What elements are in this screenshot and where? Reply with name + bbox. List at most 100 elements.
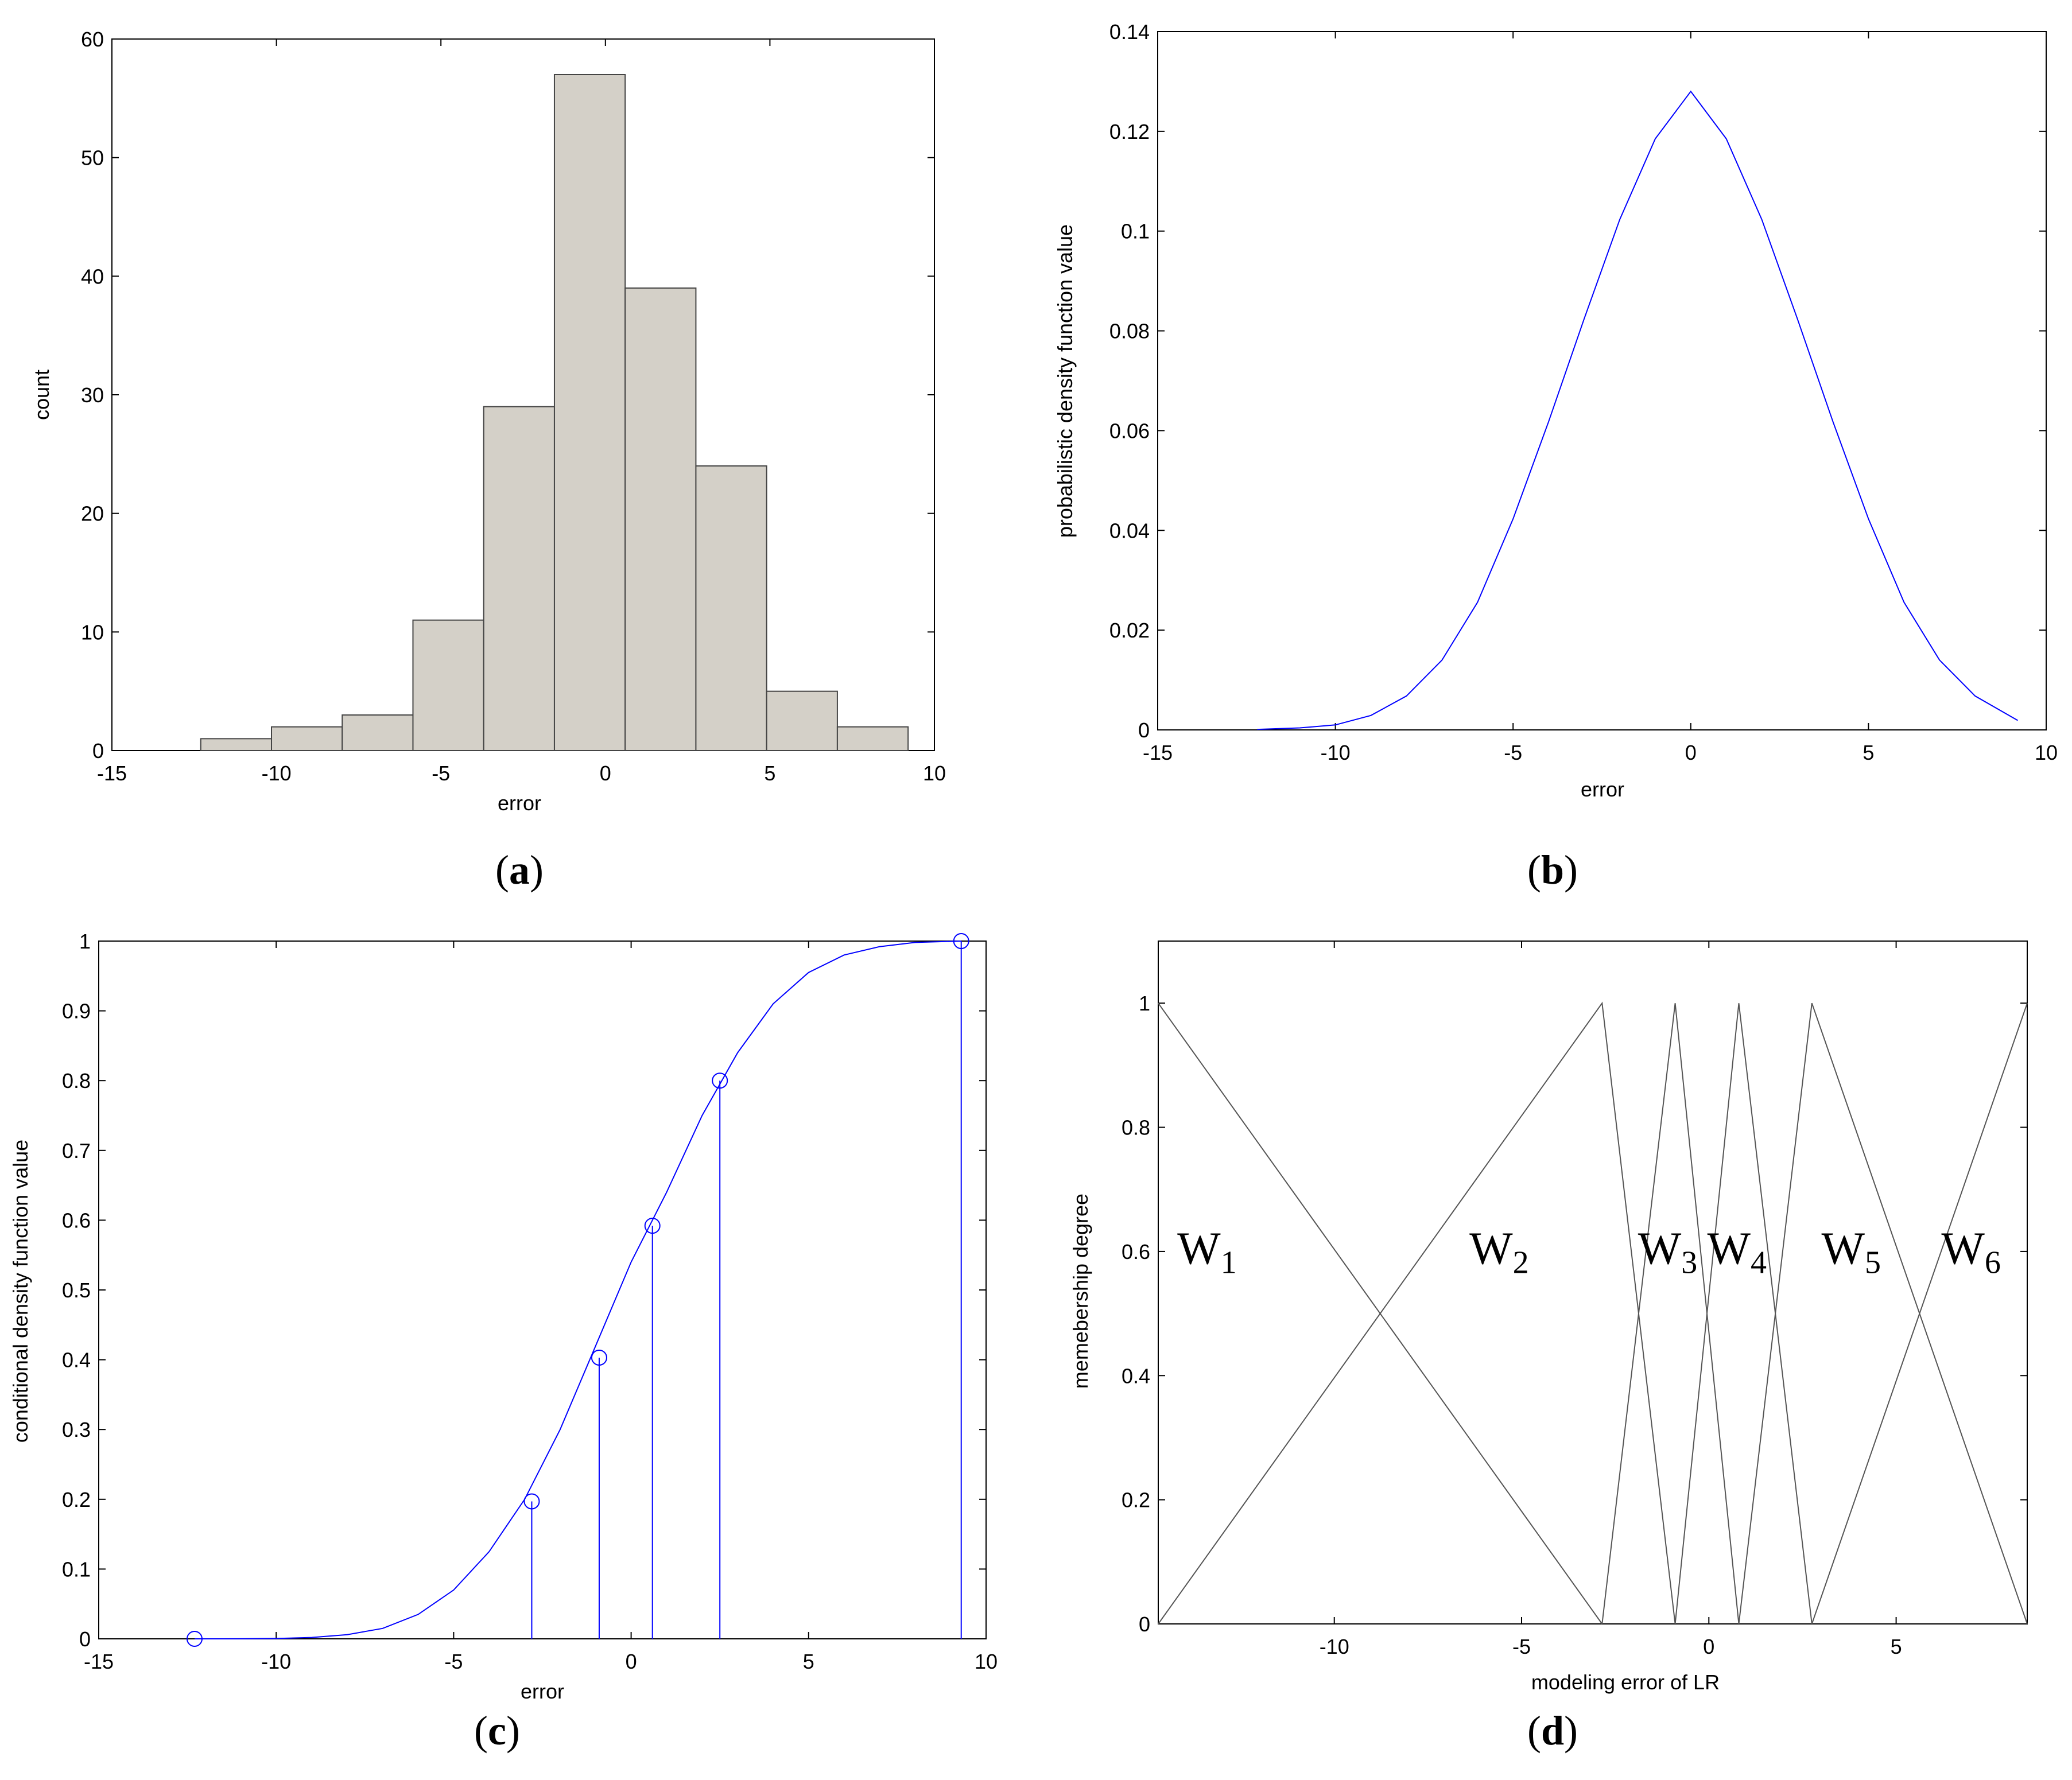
fuzzy-set-label-sub: 3 (1681, 1245, 1697, 1281)
panel-caption: (c) (474, 1708, 520, 1754)
y-tick-label: 0.6 (1122, 1240, 1150, 1264)
x-tick-label: -5 (444, 1650, 463, 1673)
x-tick-label: -10 (261, 1650, 291, 1673)
x-tick-label: 0 (600, 761, 611, 785)
x-tick-label: -15 (84, 1650, 114, 1673)
caption-close: ) (1564, 847, 1578, 893)
panel-c-cumulative: -15 -10 -5 0 5 10 0 0.1 0.2 0.3 0.4 0.5 0.6 0.7 0.8 0.9… (9, 930, 998, 1754)
membership-function (1158, 1001, 1676, 1624)
y-tick-label: 0.8 (62, 1069, 91, 1093)
caption-letter: c (488, 1708, 506, 1754)
fuzzy-set-label: W3 (1638, 1224, 1698, 1281)
plot-frame (1157, 31, 2047, 730)
x-axis-label: error (498, 791, 541, 815)
histogram-bar (695, 465, 767, 751)
fuzzy-set-label: W2 (1469, 1224, 1529, 1281)
y-tick-label: 0.14 (1109, 20, 1150, 44)
y-tick-label: 0.1 (1121, 220, 1150, 243)
x-tick-label: 5 (1891, 1635, 1902, 1658)
plot-frame (98, 940, 987, 1639)
x-tick-label: 0 (626, 1650, 637, 1673)
caption-letter: d (1541, 1708, 1564, 1754)
x-axis-label: modeling error of LR (1531, 1670, 1720, 1694)
fuzzy-set-label: W1 (1177, 1224, 1237, 1281)
membership-function (1674, 1003, 1813, 1624)
x-axis-label: error (1581, 778, 1624, 801)
y-tick-label: 0 (1138, 718, 1150, 742)
membership-function (1811, 1002, 2028, 1624)
fuzzy-set-label-base: W (1822, 1224, 1865, 1274)
y-tick-label: 0 (1139, 1612, 1150, 1636)
stem-marker (523, 1493, 540, 1510)
x-tick-label: -15 (97, 761, 127, 785)
y-axis-label: probabilistic density function value (1053, 224, 1077, 538)
x-tick-label: 10 (923, 761, 946, 785)
fuzzy-set-label-sub: 1 (1221, 1245, 1237, 1281)
fuzzy-set-label-sub: 2 (1513, 1245, 1529, 1281)
caption-open: ( (495, 847, 509, 893)
x-tick-label: 5 (803, 1650, 814, 1673)
histogram-bar (766, 690, 838, 751)
stem-marker (591, 1349, 607, 1366)
caption-close: ) (506, 1708, 520, 1754)
fuzzy-set-label: W5 (1822, 1224, 1881, 1281)
y-tick-label: 0.1 (62, 1557, 91, 1581)
membership-function (1601, 1003, 1740, 1624)
fuzzy-set-label-base: W (1469, 1224, 1513, 1274)
x-tick-label: -10 (262, 761, 292, 785)
y-tick-label: 10 (81, 620, 104, 644)
y-axis-label: memebership degree (1069, 1194, 1092, 1389)
y-tick-label: 0.8 (1122, 1116, 1150, 1140)
x-tick-label: -10 (1320, 1635, 1349, 1658)
fuzzy-set-label-base: W (1941, 1224, 1985, 1274)
y-tick-label: 0.7 (62, 1139, 91, 1163)
caption-letter: a (509, 847, 530, 893)
stem-marker (186, 1631, 203, 1647)
x-tick-label: -10 (1321, 741, 1351, 764)
y-tick-label: 0.4 (1122, 1364, 1150, 1388)
x-tick-label: 10 (975, 1650, 998, 1673)
x-tick-label: -5 (432, 761, 450, 785)
histogram-bar (624, 287, 697, 751)
fuzzy-set-label-sub: 4 (1751, 1245, 1767, 1281)
histogram-bar (200, 738, 273, 752)
stem-marker (712, 1072, 728, 1089)
caption-letter: b (1541, 847, 1564, 893)
x-axis-label: error (521, 1680, 564, 1703)
panel-caption: (a) (495, 847, 544, 893)
density-curve (1257, 90, 2018, 730)
y-axis-label: conditional density function value (9, 1140, 32, 1443)
y-tick-label: 0.2 (62, 1488, 91, 1511)
x-tick-label: 0 (1703, 1635, 1714, 1658)
cdf-curve (194, 940, 961, 1639)
y-tick-label: 1 (1139, 992, 1150, 1015)
y-tick-label: 0 (92, 739, 104, 763)
histogram-bar (342, 714, 414, 751)
y-tick-label: 40 (81, 265, 104, 288)
panel-d-membership: -10 -5 0 5 0 0.2 0.4 0.6 0.8 1 modeling error of L… (1069, 940, 2028, 1754)
fuzzy-set-label-sub: 6 (1985, 1245, 2001, 1281)
panel-a-histogram: -15 -10 -5 0 5 10 0 10 20 30 40 50 60 error count (a) (30, 28, 946, 893)
y-tick-label: 0.04 (1109, 519, 1150, 542)
caption-close: ) (530, 847, 544, 893)
fuzzy-set-label-sub: 5 (1865, 1245, 1881, 1281)
caption-close: ) (1564, 1708, 1578, 1754)
y-tick-label: 20 (81, 502, 104, 526)
fuzzy-set-label: W4 (1707, 1224, 1767, 1281)
panel-caption: (b) (1527, 847, 1578, 893)
y-tick-label: 0.5 (62, 1278, 91, 1302)
histogram-bar (553, 74, 626, 751)
y-tick-label: 0 (79, 1627, 91, 1651)
panel-caption: (d) (1527, 1708, 1578, 1754)
fuzzy-set-label: W6 (1941, 1224, 2001, 1281)
x-tick-label: -5 (1512, 1635, 1531, 1658)
fuzzy-set-label-base: W (1707, 1224, 1751, 1274)
x-tick-label: 0 (1685, 741, 1697, 764)
y-tick-label: 0.12 (1109, 120, 1150, 143)
caption-open: ( (1527, 1708, 1541, 1754)
y-tick-label: 0.02 (1109, 619, 1150, 642)
histogram-bar (271, 726, 343, 751)
stem-marker (644, 1218, 661, 1234)
y-tick-label: 0.6 (62, 1208, 91, 1232)
